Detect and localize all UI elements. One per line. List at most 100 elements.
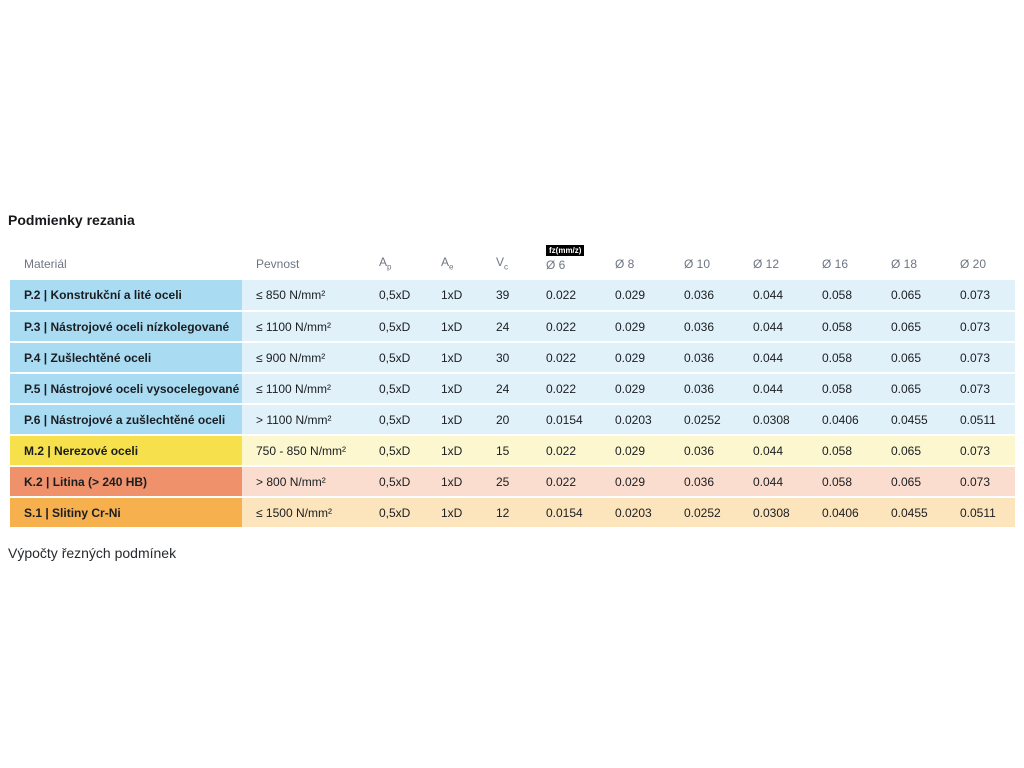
material-cell: S.1 | Slitiny Cr-Ni — [10, 497, 242, 529]
fz-value-cell: 0.022 — [532, 435, 601, 467]
header-pevnost: Pevnost — [256, 257, 300, 271]
fz-value-cell: 0.0406 — [808, 497, 877, 529]
fz-value-cell: 0.022 — [532, 466, 601, 498]
fz-value-cell: 0.0406 — [808, 404, 877, 436]
ap-cell: 0,5xD — [365, 435, 427, 467]
pevnost-cell: 750 - 850 N/mm² — [242, 435, 365, 467]
ae-cell: 1xD — [427, 280, 482, 312]
material-cell: K.2 | Litina (> 240 HB) — [10, 466, 242, 498]
header-diameter-10: Ø 10 — [684, 257, 711, 271]
table-row: S.1 | Slitiny Cr-Ni ≤ 1500 N/mm² 0,5xD 1… — [10, 497, 1015, 529]
ap-cell: 0,5xD — [365, 280, 427, 312]
material-cell: P.6 | Nástrojové a zušlechtěné oceli — [10, 404, 242, 436]
fz-value-cell: 0.0154 — [532, 404, 601, 436]
fz-value-cell: 0.036 — [670, 373, 739, 405]
cutting-conditions-table: Materiál Pevnost Ap Ae Vc fz(mm/z) Ø 6 Ø… — [10, 242, 1015, 529]
header-ap: Ap — [365, 242, 427, 280]
fz-value-cell: 0.0203 — [601, 404, 670, 436]
table-row: P.6 | Nástrojové a zušlechtěné oceli > 1… — [10, 404, 1015, 436]
vc-cell: 30 — [482, 342, 532, 374]
fz-value-cell: 0.065 — [877, 311, 946, 343]
vc-cell: 20 — [482, 404, 532, 436]
ae-cell: 1xD — [427, 404, 482, 436]
vc-cell: 24 — [482, 311, 532, 343]
table-header-row: Materiál Pevnost Ap Ae Vc fz(mm/z) Ø 6 Ø… — [10, 242, 1015, 280]
fz-value-cell: 0.058 — [808, 342, 877, 374]
material-cell: P.3 | Nástrojové oceli nízkolegované — [10, 311, 242, 343]
pevnost-cell: > 800 N/mm² — [242, 466, 365, 498]
header-diameter-18: Ø 18 — [891, 257, 918, 271]
fz-value-cell: 0.0511 — [946, 497, 1015, 529]
fz-value-cell: 0.0308 — [739, 404, 808, 436]
fz-value-cell: 0.073 — [946, 373, 1015, 405]
header-diameter-6-label: Ø 6 — [546, 258, 566, 272]
table-row: P.2 | Konstrukční a lité oceli ≤ 850 N/m… — [10, 280, 1015, 312]
table-body: P.2 | Konstrukční a lité oceli ≤ 850 N/m… — [10, 280, 1015, 529]
fz-value-cell: 0.073 — [946, 435, 1015, 467]
header-material: Materiál — [24, 257, 67, 271]
ae-cell: 1xD — [427, 435, 482, 467]
header-diameter-12: Ø 12 — [753, 257, 780, 271]
material-cell: P.4 | Zušlechtěné oceli — [10, 342, 242, 374]
vc-cell: 24 — [482, 373, 532, 405]
fz-value-cell: 0.029 — [601, 466, 670, 498]
ap-cell: 0,5xD — [365, 373, 427, 405]
ap-cell: 0,5xD — [365, 342, 427, 374]
ae-cell: 1xD — [427, 466, 482, 498]
fz-value-cell: 0.029 — [601, 435, 670, 467]
header-diameter-8: Ø 8 — [615, 257, 635, 271]
header-diameter-16: Ø 16 — [822, 257, 849, 271]
fz-value-cell: 0.0252 — [670, 404, 739, 436]
fz-value-cell: 0.058 — [808, 435, 877, 467]
fz-value-cell: 0.0455 — [877, 404, 946, 436]
fz-value-cell: 0.0154 — [532, 497, 601, 529]
page: Podmienky rezania Materiál Pevnost Ap Ae… — [8, 212, 1015, 561]
ap-cell: 0,5xD — [365, 311, 427, 343]
fz-value-cell: 0.058 — [808, 311, 877, 343]
footer-heading: Výpočty řezných podmínek — [8, 545, 177, 561]
fz-value-cell: 0.044 — [739, 311, 808, 343]
fz-value-cell: 0.0308 — [739, 497, 808, 529]
fz-value-cell: 0.065 — [877, 466, 946, 498]
fz-value-cell: 0.022 — [532, 373, 601, 405]
material-cell: P.5 | Nástrojové oceli vysocelegované — [10, 373, 242, 405]
fz-value-cell: 0.0455 — [877, 497, 946, 529]
fz-value-cell: 0.036 — [670, 466, 739, 498]
fz-value-cell: 0.065 — [877, 342, 946, 374]
header-vc-sub: c — [504, 262, 509, 271]
table-row: K.2 | Litina (> 240 HB) > 800 N/mm² 0,5x… — [10, 466, 1015, 498]
fz-value-cell: 0.044 — [739, 280, 808, 312]
ap-cell: 0,5xD — [365, 466, 427, 498]
fz-value-cell: 0.0252 — [670, 497, 739, 529]
fz-value-cell: 0.044 — [739, 373, 808, 405]
fz-value-cell: 0.073 — [946, 280, 1015, 312]
fz-value-cell: 0.036 — [670, 435, 739, 467]
fz-unit-badge: fz(mm/z) — [546, 245, 585, 256]
fz-value-cell: 0.029 — [601, 373, 670, 405]
header-ap-sub: p — [387, 262, 392, 271]
vc-cell: 25 — [482, 466, 532, 498]
header-diameter-6: fz(mm/z) Ø 6 — [532, 242, 601, 280]
pevnost-cell: ≤ 1100 N/mm² — [242, 311, 365, 343]
fz-value-cell: 0.058 — [808, 466, 877, 498]
header-diameter-20: Ø 20 — [960, 257, 987, 271]
ae-cell: 1xD — [427, 497, 482, 529]
fz-value-cell: 0.044 — [739, 466, 808, 498]
material-cell: M.2 | Nerezové oceli — [10, 435, 242, 467]
vc-cell: 12 — [482, 497, 532, 529]
ae-cell: 1xD — [427, 311, 482, 343]
fz-value-cell: 0.022 — [532, 311, 601, 343]
fz-value-cell: 0.065 — [877, 280, 946, 312]
fz-value-cell: 0.058 — [808, 280, 877, 312]
fz-value-cell: 0.036 — [670, 311, 739, 343]
fz-value-cell: 0.0203 — [601, 497, 670, 529]
header-ap-main: A — [379, 254, 388, 269]
pevnost-cell: ≤ 1500 N/mm² — [242, 497, 365, 529]
fz-value-cell: 0.044 — [739, 435, 808, 467]
pevnost-cell: ≤ 1100 N/mm² — [242, 373, 365, 405]
fz-value-cell: 0.073 — [946, 466, 1015, 498]
ae-cell: 1xD — [427, 342, 482, 374]
table-header: Materiál Pevnost Ap Ae Vc fz(mm/z) Ø 6 Ø… — [10, 242, 1015, 280]
material-cell: P.2 | Konstrukční a lité oceli — [10, 280, 242, 312]
header-vc: Vc — [482, 242, 532, 280]
